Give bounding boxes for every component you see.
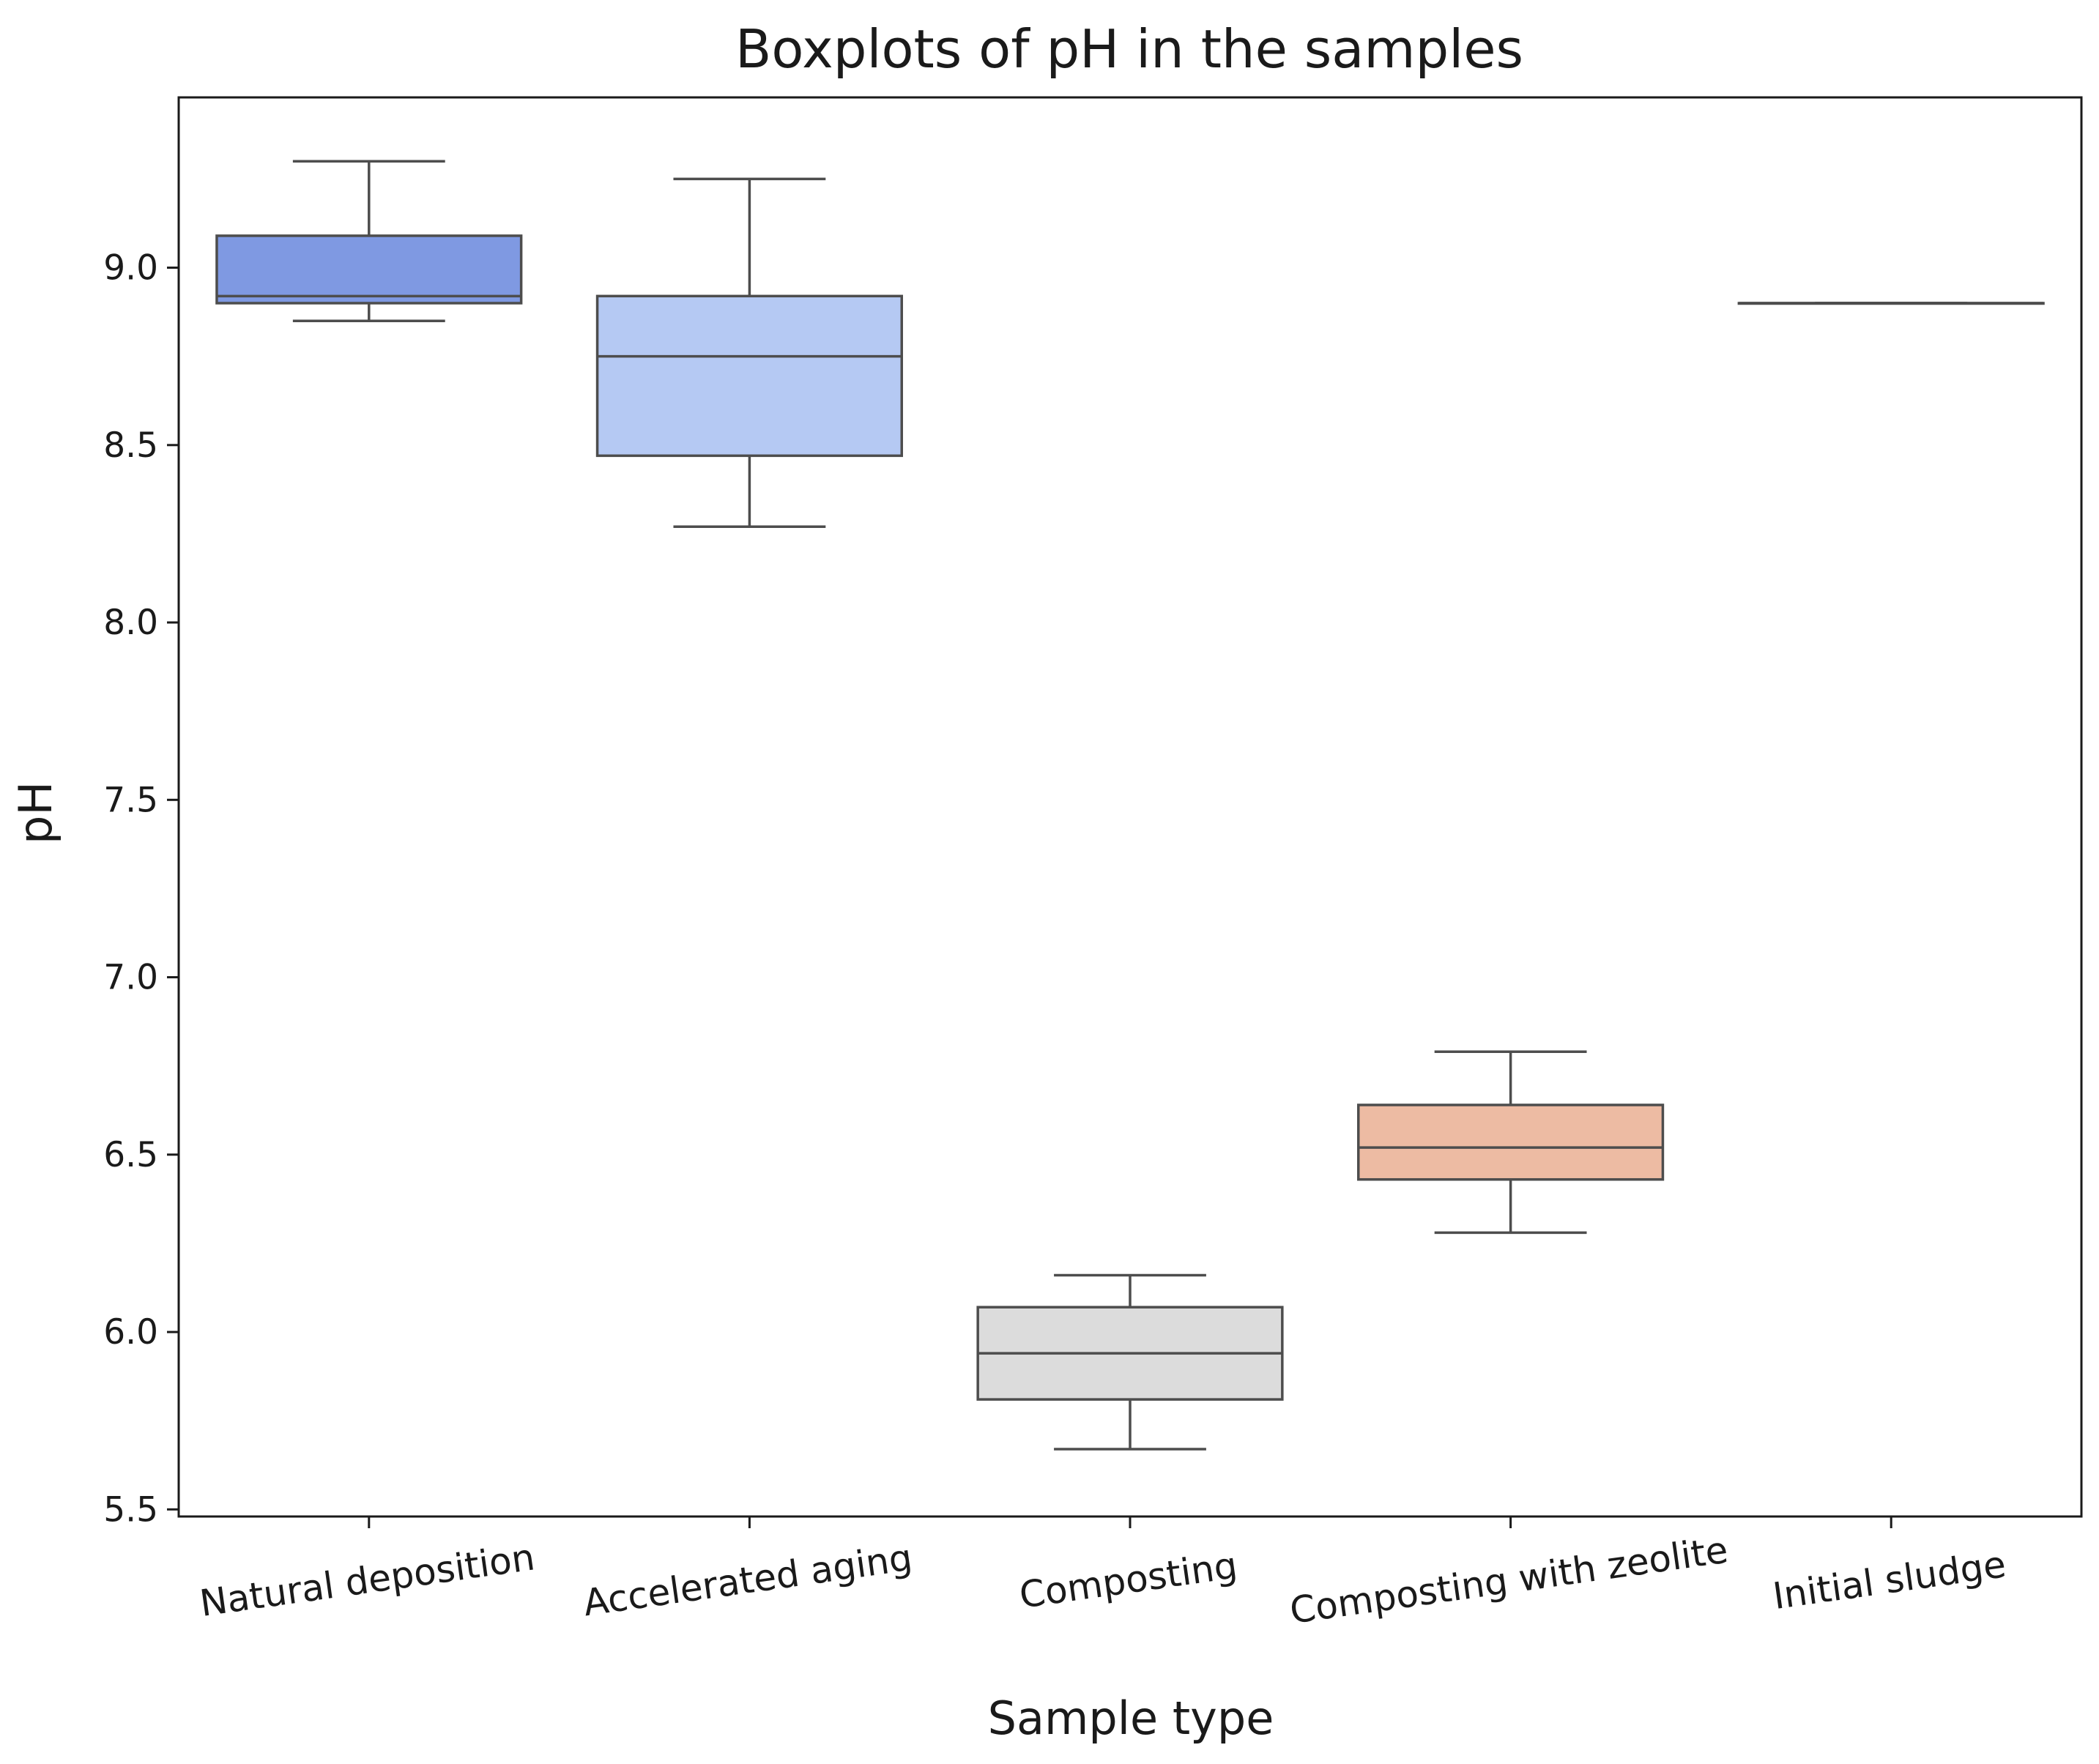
box-group-natural-deposition [215,160,523,322]
plot-area [215,160,2045,1451]
x-tick-label: Initial sludge [1770,1543,2008,1618]
x-tick-label: Accelerated aging [581,1536,915,1624]
x-tick-label: Composting with zeolite [1288,1528,1731,1631]
x-axis: Natural deposition Accelerated aging Compo… [197,1516,2008,1632]
box-group-initial-sludge [1737,302,2045,305]
y-tick-label: 7.5 [103,780,158,820]
y-tick-label: 8.5 [103,425,158,466]
box-group-composting-with-zeolite [1357,1050,1665,1235]
box-iqr [595,294,903,458]
x-axis-title: Sample type [988,1692,1274,1745]
y-tick-label: 6.5 [103,1135,158,1175]
box-group-accelerated-aging [595,177,903,528]
y-tick-label: 8.0 [103,603,158,643]
box-group-composting [976,1273,1284,1451]
box-iqr [215,234,523,305]
y-tick-label: 9.0 [103,248,158,289]
chart-title: Boxplots of pH in the samples [735,18,1523,80]
y-axis: 5.5 6.0 6.5 7.0 7.5 8.0 8.5 9.0 [103,248,179,1530]
box-iqr [1357,1104,1665,1181]
y-tick-label: 5.5 [103,1489,158,1530]
y-axis-title: pH [9,781,62,844]
y-tick-label: 6.0 [103,1312,158,1352]
x-tick-label: Natural deposition [197,1536,537,1625]
y-tick-label: 7.0 [103,958,158,998]
x-tick-label: Composting [1017,1544,1240,1617]
